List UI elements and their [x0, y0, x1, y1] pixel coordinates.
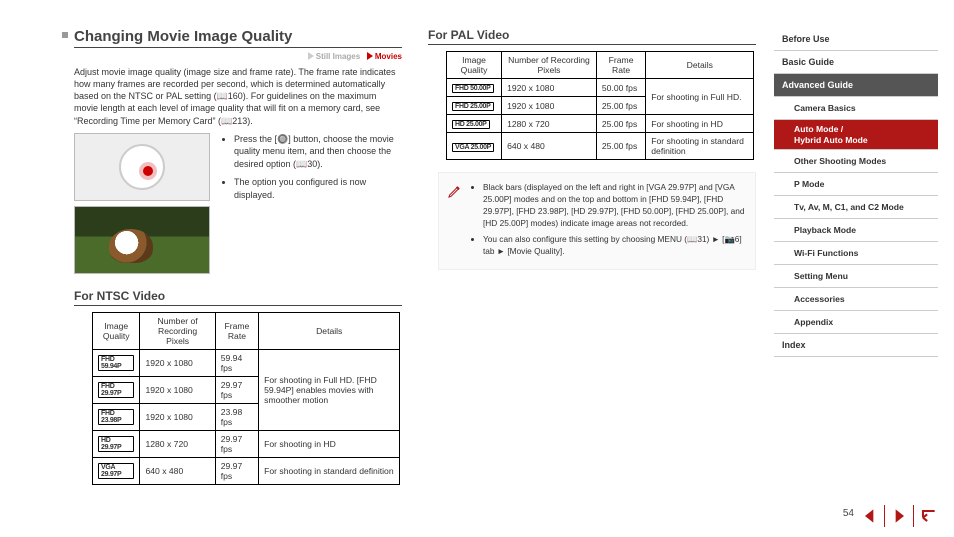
nav-item-advanced-guide[interactable]: Advanced Guide — [774, 74, 938, 97]
prev-page-button[interactable] — [860, 506, 880, 526]
pager-controls — [860, 505, 938, 527]
step-bullets: Press the [🔘] button, choose the movie q… — [220, 133, 402, 279]
nav-item-basic-guide[interactable]: Basic Guide — [774, 51, 938, 74]
nav-item-accessories[interactable]: Accessories — [774, 288, 938, 311]
nav-item-other-shooting-modes[interactable]: Other Shooting Modes — [774, 150, 938, 173]
nav-item-before-use[interactable]: Before Use — [774, 28, 938, 51]
th-frame-rate: Frame Rate — [596, 52, 645, 79]
note-line: Black bars (displayed on the left and ri… — [483, 181, 745, 229]
th-pixels: Number of Recording Pixels — [140, 312, 215, 349]
step-bullet: Press the [🔘] button, choose the movie q… — [234, 133, 402, 171]
page-number: 54 — [843, 508, 854, 519]
preview-illustration — [74, 206, 210, 274]
table-row: VGA 29.97P 640 x 480 29.97 fps For shoot… — [93, 457, 400, 484]
table-row: HD 29.97P 1280 x 720 29.97 fps For shoot… — [93, 430, 400, 457]
step-illustrations — [74, 133, 210, 279]
ntsc-table: Image Quality Number of Recording Pixels… — [92, 312, 400, 485]
section-title: Changing Movie Image Quality — [74, 28, 402, 48]
th-frame-rate: Frame Rate — [215, 312, 258, 349]
nav-item-appendix[interactable]: Appendix — [774, 311, 938, 334]
next-page-button[interactable] — [889, 506, 909, 526]
pal-heading: For PAL Video — [428, 28, 756, 45]
nav-item-playback-mode[interactable]: Playback Mode — [774, 219, 938, 242]
ntsc-heading: For NTSC Video — [74, 289, 402, 306]
th-details: Details — [646, 52, 754, 79]
note-box: Black bars (displayed on the left and ri… — [438, 172, 756, 270]
sidebar-nav: Before UseBasic GuideAdvanced GuideCamer… — [774, 0, 954, 537]
table-row: HD 25.00P 1280 x 720 25.00 fps For shoot… — [447, 115, 754, 133]
nav-item-auto-mode-hybrid-auto-mode[interactable]: Auto Mode / Hybrid Auto Mode — [774, 120, 938, 150]
table-row: FHD 50.00P 1920 x 1080 50.00 fps For sho… — [447, 79, 754, 97]
nav-item-wi-fi-functions[interactable]: Wi-Fi Functions — [774, 242, 938, 265]
th-pixels: Number of Recording Pixels — [502, 52, 597, 79]
nav-item-index[interactable]: Index — [774, 334, 938, 357]
step-bullet: The option you configured is now display… — [234, 176, 402, 201]
nav-item-tv-av-m-c1-and-c2-mode[interactable]: Tv, Av, M, C1, and C2 Mode — [774, 196, 938, 219]
nav-item-p-mode[interactable]: P Mode — [774, 173, 938, 196]
table-row: FHD 59.94P 1920 x 1080 59.94 fps For sho… — [93, 349, 400, 376]
th-image-quality: Image Quality — [447, 52, 502, 79]
intro-paragraph: Adjust movie image quality (image size a… — [74, 66, 402, 127]
pal-table: Image Quality Number of Recording Pixels… — [446, 51, 754, 160]
nav-item-setting-menu[interactable]: Setting Menu — [774, 265, 938, 288]
nav-item-camera-basics[interactable]: Camera Basics — [774, 97, 938, 120]
divider — [913, 505, 914, 527]
divider — [884, 505, 885, 527]
th-details: Details — [259, 312, 400, 349]
mode-indicator: Still Images Movies — [74, 52, 402, 61]
table-row: VGA 25.00P 640 x 480 25.00 fps For shoot… — [447, 133, 754, 160]
note-line: You can also configure this setting by c… — [483, 233, 745, 257]
dial-illustration — [74, 133, 210, 201]
th-image-quality: Image Quality — [93, 312, 140, 349]
return-button[interactable] — [918, 506, 938, 526]
pencil-icon — [447, 183, 463, 199]
